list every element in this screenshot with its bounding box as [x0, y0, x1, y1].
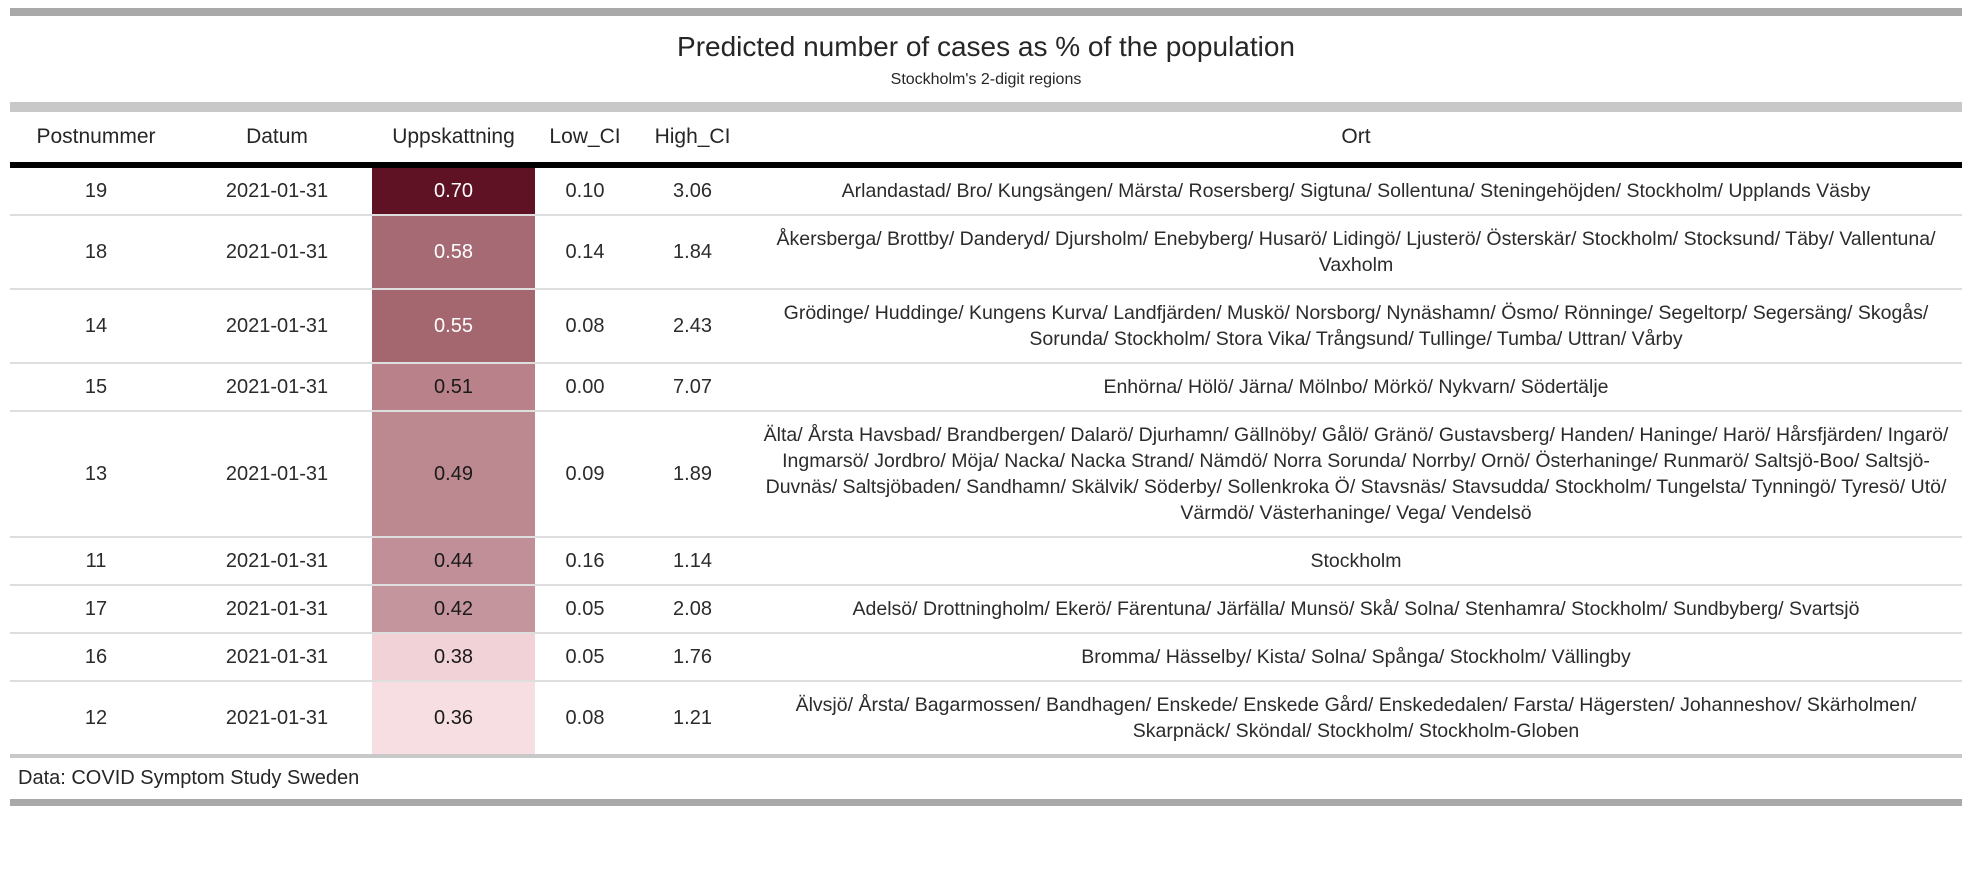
table-row: 12 2021-01-31 0.36 0.08 1.21 Älvsjö/ Års… [10, 680, 1962, 758]
cell-ort: Adelsö/ Drottningholm/ Ekerö/ Färentuna/… [750, 584, 1962, 633]
cell-uppskattning-heatmap: 0.44 [372, 536, 535, 585]
cell-uppskattning-heatmap: 0.38 [372, 632, 535, 681]
cell-postnummer: 18 [10, 214, 182, 289]
cell-low-ci: 0.08 [535, 680, 635, 758]
cell-datum: 2021-01-31 [182, 584, 372, 633]
cell-datum: 2021-01-31 [182, 410, 372, 537]
cell-ort: Enhörna/ Hölö/ Järna/ Mölnbo/ Mörkö/ Nyk… [750, 362, 1962, 411]
table-row: 19 2021-01-31 0.70 0.10 3.06 Arlandastad… [10, 165, 1962, 215]
cell-uppskattning-heatmap: 0.36 [372, 680, 535, 758]
cell-low-ci: 0.14 [535, 214, 635, 289]
cell-low-ci: 0.05 [535, 584, 635, 633]
cell-low-ci: 0.05 [535, 632, 635, 681]
table-header-row: Postnummer Datum Uppskattning Low_CI Hig… [10, 112, 1962, 168]
cell-uppskattning-heatmap: 0.58 [372, 214, 535, 289]
column-header-high-ci: High_CI [635, 112, 750, 168]
cell-postnummer: 14 [10, 288, 182, 363]
table-header: Postnummer Datum Uppskattning Low_CI Hig… [10, 112, 1962, 168]
table-row: 15 2021-01-31 0.51 0.00 7.07 Enhörna/ Hö… [10, 362, 1962, 411]
cell-high-ci: 3.06 [673, 180, 712, 202]
table-row: 17 2021-01-31 0.42 0.05 2.08 Adelsö/ Dro… [10, 584, 1962, 633]
page-subtitle: Stockholm's 2-digit regions [890, 71, 1082, 88]
cell-uppskattning-heatmap: 0.42 [372, 584, 535, 633]
column-header-postnummer: Postnummer [10, 112, 182, 168]
cell-ort: Bromma/ Hässelby/ Kista/ Solna/ Spånga/ … [750, 632, 1962, 681]
cell-postnummer: 17 [10, 584, 182, 633]
cell-ort: Åkersberga/ Brottby/ Danderyd/ Djursholm… [750, 214, 1962, 289]
cell-datum: 2021-01-31 [225, 180, 329, 202]
cell-ort: Grödinge/ Huddinge/ Kungens Kurva/ Landf… [750, 288, 1962, 363]
bottom-divider-bar [10, 799, 1962, 806]
cell-low-ci: 0.09 [535, 410, 635, 537]
cell-datum: 2021-01-31 [182, 536, 372, 585]
cell-postnummer: 15 [10, 362, 182, 411]
cell-postnummer: 11 [10, 536, 182, 585]
cell-postnummer: 19 [84, 180, 108, 202]
table-row: 18 2021-01-31 0.58 0.14 1.84 Åkersberga/… [10, 214, 1962, 289]
title-block: Predicted number of cases as % of the po… [10, 16, 1962, 102]
header-divider-bar [10, 102, 1962, 112]
cell-high-ci: 1.14 [635, 536, 750, 585]
cell-high-ci: 1.84 [635, 214, 750, 289]
cell-ort: Arlandastad/ Bro/ Kungsängen/ Märsta/ Ro… [841, 180, 1871, 202]
cell-ort: Stockholm [750, 536, 1962, 585]
top-divider-bar [10, 8, 1962, 16]
cell-low-ci: 0.10 [565, 180, 605, 202]
cell-uppskattning-heatmap: 0.55 [372, 288, 535, 363]
cell-low-ci: 0.08 [535, 288, 635, 363]
table-body: 19 2021-01-31 0.70 0.10 3.06 Arlandastad… [10, 165, 1962, 758]
cell-postnummer: 13 [10, 410, 182, 537]
table-row: 11 2021-01-31 0.44 0.16 1.14 Stockholm [10, 536, 1962, 585]
column-header-low-ci: Low_CI [535, 112, 635, 168]
cell-uppskattning-heatmap: 0.49 [372, 410, 535, 537]
cell-low-ci: 0.16 [535, 536, 635, 585]
data-table: Postnummer Datum Uppskattning Low_CI Hig… [10, 112, 1962, 758]
column-header-datum: Datum [182, 112, 372, 168]
column-header-ort: Ort [750, 112, 1962, 168]
cell-ort: Älta/ Årsta Havsbad/ Brandbergen/ Dalarö… [750, 410, 1962, 537]
column-header-uppskattning: Uppskattning [372, 112, 535, 168]
cell-datum: 2021-01-31 [182, 362, 372, 411]
cell-datum: 2021-01-31 [182, 288, 372, 363]
table-widget: Predicted number of cases as % of the po… [0, 8, 1972, 806]
cell-high-ci: 1.76 [635, 632, 750, 681]
source-note: Data: COVID Symptom Study Sweden [18, 767, 360, 789]
table-row: 16 2021-01-31 0.38 0.05 1.76 Bromma/ Häs… [10, 632, 1962, 681]
cell-datum: 2021-01-31 [182, 632, 372, 681]
table-row: 14 2021-01-31 0.55 0.08 2.43 Grödinge/ H… [10, 288, 1962, 363]
cell-ort: Älvsjö/ Årsta/ Bagarmossen/ Bandhagen/ E… [750, 680, 1962, 758]
cell-high-ci: 1.89 [635, 410, 750, 537]
cell-low-ci: 0.00 [535, 362, 635, 411]
cell-uppskattning-heatmap: 0.70 [372, 165, 535, 215]
cell-postnummer: 12 [10, 680, 182, 758]
cell-high-ci: 1.21 [635, 680, 750, 758]
cell-high-ci: 7.07 [635, 362, 750, 411]
table-row: 13 2021-01-31 0.49 0.09 1.89 Älta/ Årsta… [10, 410, 1962, 537]
cell-high-ci: 2.43 [635, 288, 750, 363]
cell-datum: 2021-01-31 [182, 214, 372, 289]
cell-postnummer: 16 [10, 632, 182, 681]
cell-uppskattning-heatmap: 0.51 [372, 362, 535, 411]
page-title: Predicted number of cases as % of the po… [677, 31, 1295, 62]
cell-datum: 2021-01-31 [182, 680, 372, 758]
cell-high-ci: 2.08 [635, 584, 750, 633]
